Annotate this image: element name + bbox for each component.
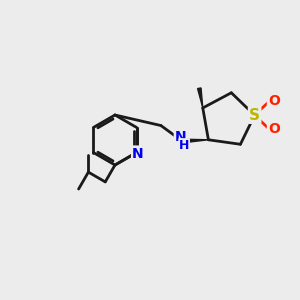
Text: N: N: [174, 130, 186, 144]
Text: N: N: [132, 147, 144, 161]
Text: H: H: [179, 139, 189, 152]
Text: O: O: [268, 94, 280, 108]
Text: O: O: [268, 122, 280, 136]
Text: S: S: [249, 108, 260, 123]
Polygon shape: [198, 88, 203, 108]
Text: S: S: [249, 108, 260, 123]
Text: N: N: [132, 147, 144, 161]
Polygon shape: [182, 139, 208, 143]
